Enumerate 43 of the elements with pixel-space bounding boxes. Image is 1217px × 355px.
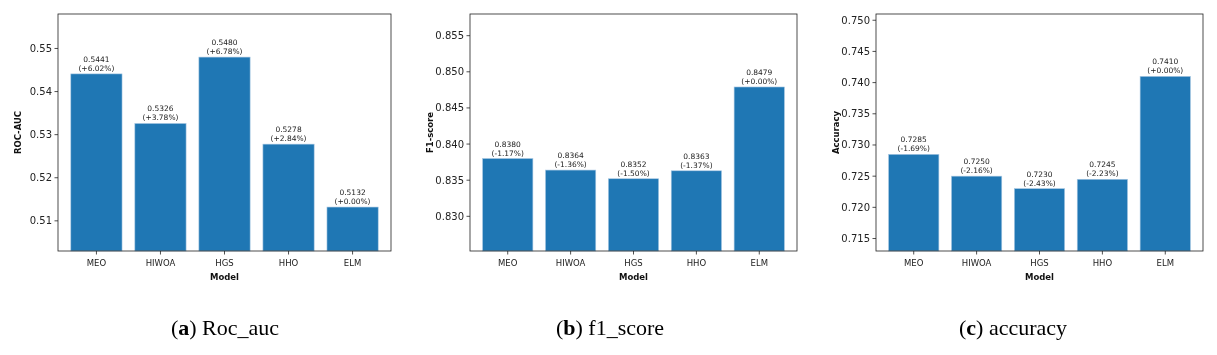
y-tick-label: 0.51 (29, 215, 52, 227)
x-tick-label: ELM (1156, 258, 1174, 268)
y-tick-label: 0.830 (435, 210, 464, 222)
y-tick-label: 0.745 (841, 45, 870, 57)
y-tick-label: 0.725 (841, 170, 870, 182)
y-axis-title: F1-score (425, 111, 435, 154)
y-tick-label: 0.750 (841, 14, 870, 26)
x-tick-label: HIWOA (555, 258, 586, 268)
y-axis-title: Accuracy (831, 110, 841, 155)
x-tick-label: HIWOA (145, 258, 176, 268)
x-tick-label: MEO (904, 258, 924, 268)
y-tick-label: 0.850 (435, 66, 464, 78)
x-tick-label: MEO (86, 258, 107, 268)
x-tick-label: HGS (624, 258, 643, 268)
x-tick-label: HHO (686, 258, 707, 268)
text: (c) accuracy (958, 315, 1068, 340)
x-axis-title: Model (209, 272, 240, 282)
y-tick-label: 0.730 (841, 139, 870, 151)
y-tick-label: 0.735 (841, 108, 870, 120)
y-tick-label: 0.835 (435, 174, 464, 186)
text: (a) Roc_auc (170, 315, 280, 340)
x-tick-label: HHO (278, 258, 299, 268)
x-tick-label: MEO (498, 258, 518, 268)
x-tick-label: HGS (215, 258, 234, 268)
x-axis-title: Model (1024, 272, 1055, 282)
y-tick-label: 0.715 (841, 233, 870, 245)
y-tick-label: 0.740 (841, 77, 870, 89)
x-tick-label: ELM (343, 258, 362, 268)
y-axis-title: ROC-AUC (13, 110, 23, 155)
y-tick-label: 0.53 (29, 129, 52, 141)
y-tick-label: 0.52 (29, 172, 52, 184)
x-tick-label: HIWOA (961, 258, 992, 268)
y-tick-label: 0.845 (435, 102, 464, 114)
y-tick-label: 0.840 (435, 138, 464, 150)
y-tick-label: 0.54 (29, 86, 52, 98)
text: (b) f1_score (555, 315, 665, 340)
x-tick-label: HGS (1030, 258, 1049, 268)
x-tick-label: ELM (750, 258, 768, 268)
y-tick-label: 0.720 (841, 201, 870, 213)
x-axis-title: Model (618, 272, 649, 282)
y-tick-label: 0.855 (435, 30, 464, 42)
x-tick-label: HHO (1092, 258, 1113, 268)
y-tick-label: 0.55 (29, 42, 52, 54)
